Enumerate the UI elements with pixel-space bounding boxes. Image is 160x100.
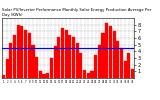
Bar [61, 28, 64, 78]
Bar [87, 73, 90, 78]
Bar [124, 61, 127, 78]
Bar [127, 53, 130, 78]
Bar [116, 41, 119, 78]
Bar [13, 35, 16, 78]
Bar [109, 26, 112, 78]
Bar [54, 46, 57, 78]
Bar [72, 37, 75, 78]
Text: Solar PV/Inverter Performance Monthly Solar Energy Production Average Per Day (K: Solar PV/Inverter Performance Monthly So… [2, 8, 151, 17]
Bar [42, 74, 46, 78]
Bar [98, 45, 101, 78]
Bar [6, 59, 9, 78]
Bar [57, 37, 60, 78]
Bar [20, 26, 24, 78]
Bar [9, 43, 12, 78]
Bar [79, 53, 82, 78]
Bar [105, 23, 108, 78]
Bar [2, 75, 5, 78]
Bar [112, 31, 116, 78]
Bar [17, 25, 20, 78]
Bar [65, 30, 68, 78]
Bar [24, 30, 27, 78]
Bar [28, 33, 31, 78]
Bar [76, 43, 79, 78]
Bar [90, 71, 94, 78]
Bar [120, 48, 123, 78]
Bar [39, 71, 42, 78]
Bar [131, 69, 134, 78]
Bar [83, 70, 86, 78]
Bar [94, 55, 97, 78]
Bar [35, 57, 38, 78]
Bar [31, 45, 35, 78]
Bar [101, 33, 105, 78]
Bar [50, 58, 53, 78]
Bar [46, 73, 49, 78]
Bar [68, 35, 71, 78]
